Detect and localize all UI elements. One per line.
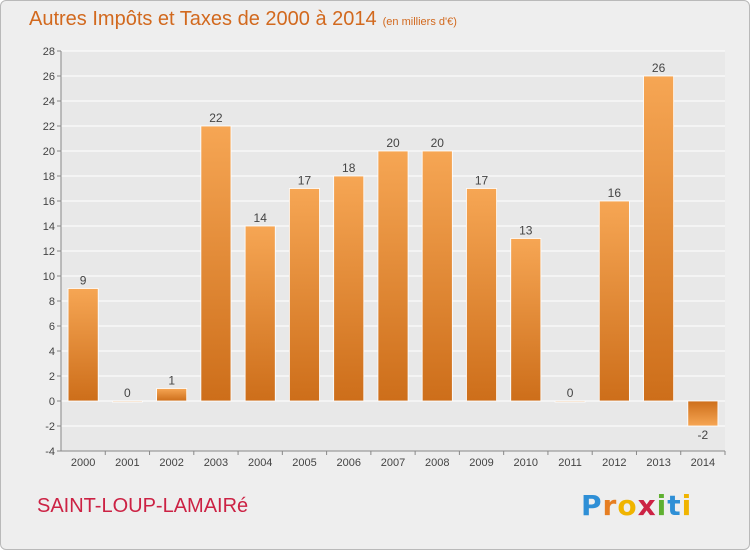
y-tick-label: 16 (43, 196, 55, 208)
bar-2011 (554, 400, 586, 403)
chart-title-text: Autres Impôts et Taxes de 2000 à 2014 (29, 8, 377, 30)
x-tick-label: 2002 (159, 457, 183, 469)
y-tick-label: -2 (45, 421, 55, 433)
y-tick-label: 12 (43, 246, 55, 258)
value-label: 16 (608, 186, 622, 200)
y-tick-label: 6 (49, 321, 55, 333)
x-tick-label: 2014 (691, 457, 715, 469)
bar-2002 (156, 388, 188, 402)
y-tick-label: 8 (49, 296, 55, 308)
bar-2008 (421, 150, 453, 402)
y-tick-label: 24 (43, 96, 55, 108)
bar-2000 (67, 288, 99, 402)
chart-title: Autres Impôts et Taxes de 2000 à 2014 (en… (29, 8, 457, 31)
x-tick-label: 2011 (558, 457, 582, 469)
y-tick-label: 4 (49, 346, 55, 358)
logo-letter: t (667, 489, 682, 522)
logo-letter: i (681, 489, 693, 522)
x-tick-label: 2007 (381, 457, 405, 469)
bar-2007 (377, 150, 409, 402)
x-tick-label: 2003 (204, 457, 228, 469)
y-tick-label: 22 (43, 121, 55, 133)
y-tick-label: 14 (43, 221, 55, 233)
axes (60, 51, 726, 455)
chart-title-unit: (en milliers d'€) (382, 16, 457, 28)
bar-2004 (244, 225, 276, 402)
logo-letter: r (602, 489, 618, 522)
value-label: 20 (386, 136, 400, 150)
x-tick-label: 2005 (292, 457, 316, 469)
value-label: 20 (431, 136, 445, 150)
logo-letter: P (581, 489, 603, 522)
y-tick-label: 18 (43, 171, 55, 183)
value-label: 22 (209, 111, 223, 125)
bar-2010 (510, 238, 542, 402)
x-tick-label: 2004 (248, 457, 272, 469)
value-label: 1 (168, 374, 175, 388)
value-label: 14 (254, 211, 268, 225)
value-label: 9 (80, 274, 87, 288)
value-label: 26 (652, 61, 666, 75)
y-tick-label: 28 (43, 46, 55, 58)
y-tick-label: 10 (43, 271, 55, 283)
commune-name: SAINT-LOUP-LAMAIRé (37, 495, 249, 517)
x-tick-label: 2013 (646, 457, 670, 469)
value-label: 13 (519, 224, 533, 238)
value-label: 0 (567, 386, 574, 400)
bar-2001 (111, 400, 143, 403)
y-tick-label: 2 (49, 371, 55, 383)
x-tick-label: 2001 (115, 457, 139, 469)
y-tick-label: 26 (43, 71, 55, 83)
logo-letter: x (637, 489, 657, 522)
bar-2009 (466, 188, 497, 402)
bar-2006 (333, 175, 365, 402)
bar-2003 (200, 125, 232, 402)
value-labels: 9 0 1 22 14 17 18 20 20 17 13 0 16 26 -2 (80, 61, 709, 442)
bar-2012 (598, 200, 630, 402)
x-tick-label: 2008 (425, 457, 449, 469)
x-tick-labels: 2000 2001 2002 2003 2004 2005 2006 2007 2008 2009… (71, 457, 715, 469)
value-label: 0 (124, 386, 131, 400)
value-label: 17 (298, 174, 312, 188)
y-tick-label: 0 (49, 396, 55, 408)
x-tick-label: 2010 (514, 457, 538, 469)
proxiti-logo: Proxiti (581, 489, 692, 522)
y-tick-label: 20 (43, 146, 55, 158)
value-label: -2 (698, 428, 709, 442)
x-tick-label: 2000 (71, 457, 95, 469)
x-tick-label: 2009 (469, 457, 493, 469)
y-tick-label: -4 (45, 446, 55, 458)
logo-letter: i (656, 489, 668, 522)
x-tick-label: 2006 (336, 457, 360, 469)
value-label: 18 (342, 161, 356, 175)
bar-2014 (687, 400, 719, 427)
logo-letter: o (617, 489, 638, 522)
bar-2005 (289, 188, 320, 402)
bars (67, 75, 719, 427)
value-label: 17 (475, 174, 489, 188)
bar-2013 (643, 75, 675, 402)
x-tick-label: 2012 (602, 457, 626, 469)
